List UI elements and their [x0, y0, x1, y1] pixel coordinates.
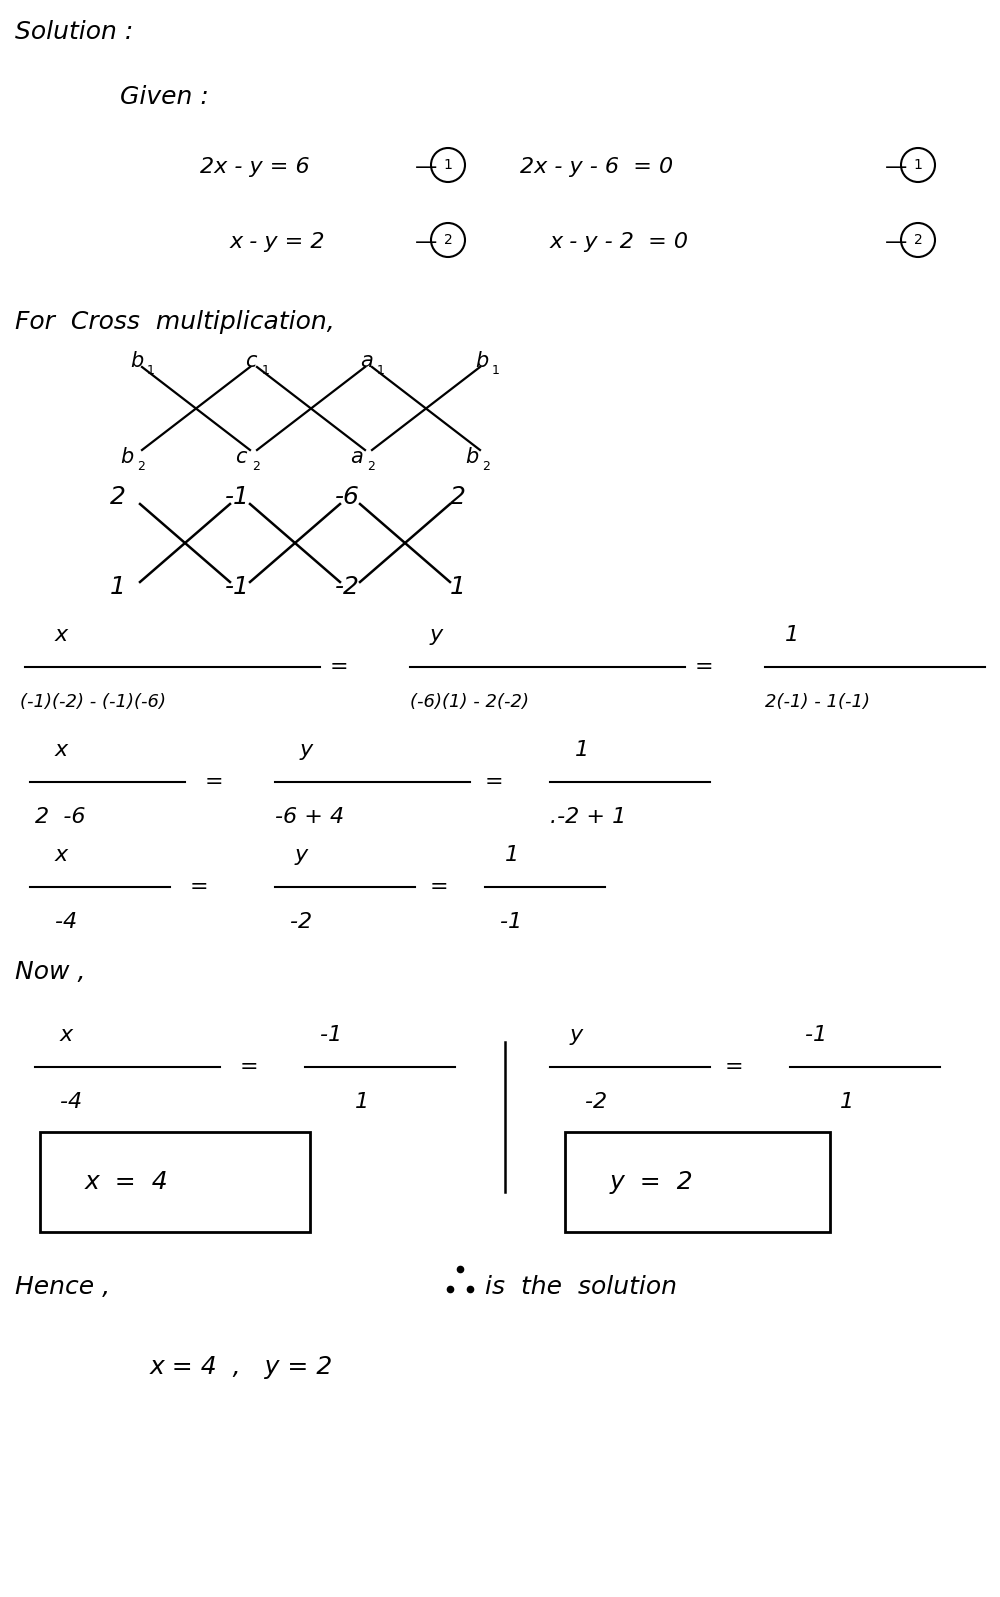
Text: -1: -1: [225, 575, 250, 599]
Text: x: x: [55, 739, 68, 760]
Text: Given :: Given :: [120, 85, 209, 109]
Text: (-1)(-2) - (-1)(-6): (-1)(-2) - (-1)(-6): [20, 693, 166, 711]
Text: =: =: [205, 771, 224, 792]
Text: —: —: [885, 232, 907, 252]
Text: =: =: [695, 656, 714, 677]
Text: y: y: [300, 739, 313, 760]
Text: 1: 1: [110, 575, 126, 599]
Text: 1: 1: [444, 158, 452, 172]
Text: 1: 1: [785, 624, 799, 645]
Text: 2(-1) - 1(-1): 2(-1) - 1(-1): [765, 693, 870, 711]
Text: —: —: [415, 157, 437, 177]
Text: =: =: [485, 771, 504, 792]
Text: 1: 1: [840, 1092, 854, 1112]
Text: is  the  solution: is the solution: [485, 1274, 677, 1298]
Text: 1: 1: [505, 845, 519, 866]
Text: For  Cross  multiplication,: For Cross multiplication,: [15, 310, 335, 334]
Text: -4: -4: [60, 1092, 82, 1112]
Text: -6: -6: [335, 485, 360, 509]
Text: x - y = 2: x - y = 2: [230, 232, 326, 252]
Text: 2x - y - 6  = 0: 2x - y - 6 = 0: [520, 157, 673, 177]
Text: -1: -1: [320, 1025, 342, 1044]
Text: =: =: [240, 1057, 259, 1076]
Text: 1: 1: [355, 1092, 369, 1112]
Text: 1: 1: [914, 158, 922, 172]
Text: 2  -6: 2 -6: [35, 806, 86, 827]
Text: —: —: [415, 232, 437, 252]
Text: -1: -1: [805, 1025, 827, 1044]
Text: -2: -2: [290, 912, 312, 933]
Text: b: b: [120, 447, 133, 466]
Text: Solution :: Solution :: [15, 21, 133, 45]
Text: -6 + 4: -6 + 4: [275, 806, 344, 827]
Text: y: y: [430, 624, 443, 645]
Text: b: b: [465, 447, 478, 466]
Text: -2: -2: [585, 1092, 607, 1112]
Text: 2: 2: [252, 460, 260, 473]
Text: 2: 2: [482, 460, 490, 473]
Text: =: =: [330, 656, 349, 677]
Text: (-6)(1) - 2(-2): (-6)(1) - 2(-2): [410, 693, 529, 711]
Text: b: b: [475, 351, 488, 371]
Text: —: —: [885, 157, 907, 177]
Text: x  =  4: x = 4: [85, 1171, 169, 1195]
Text: x: x: [55, 845, 68, 866]
Text: x - y - 2  = 0: x - y - 2 = 0: [550, 232, 689, 252]
Text: c: c: [245, 351, 256, 371]
Text: 1: 1: [575, 739, 589, 760]
Text: -2: -2: [335, 575, 360, 599]
Text: c: c: [235, 447, 246, 466]
Text: -1: -1: [225, 485, 250, 509]
Text: y: y: [570, 1025, 583, 1044]
Text: .-2 + 1: .-2 + 1: [550, 806, 626, 827]
Text: x = 4  ,   y = 2: x = 4 , y = 2: [150, 1354, 333, 1378]
Text: 1: 1: [147, 364, 155, 377]
Text: -1: -1: [500, 912, 522, 933]
Text: 2x - y = 6: 2x - y = 6: [200, 157, 310, 177]
Text: 2: 2: [914, 233, 922, 248]
Text: 2: 2: [450, 485, 466, 509]
Text: a: a: [350, 447, 363, 466]
Text: y: y: [295, 845, 308, 866]
Text: 2: 2: [444, 233, 452, 248]
Text: 2: 2: [137, 460, 145, 473]
Text: 1: 1: [262, 364, 270, 377]
Text: =: =: [190, 877, 209, 898]
Text: x: x: [60, 1025, 73, 1044]
Text: y  =  2: y = 2: [610, 1171, 694, 1195]
Text: Now ,: Now ,: [15, 960, 86, 984]
Text: =: =: [430, 877, 449, 898]
Text: 2: 2: [110, 485, 126, 509]
Text: Hence ,: Hence ,: [15, 1274, 110, 1298]
Text: a: a: [360, 351, 373, 371]
Text: 1: 1: [492, 364, 500, 377]
Text: -4: -4: [55, 912, 77, 933]
Text: x: x: [55, 624, 68, 645]
Text: 1: 1: [377, 364, 385, 377]
Text: 1: 1: [450, 575, 466, 599]
Text: =: =: [725, 1057, 744, 1076]
Text: 2: 2: [367, 460, 375, 473]
Text: b: b: [130, 351, 143, 371]
